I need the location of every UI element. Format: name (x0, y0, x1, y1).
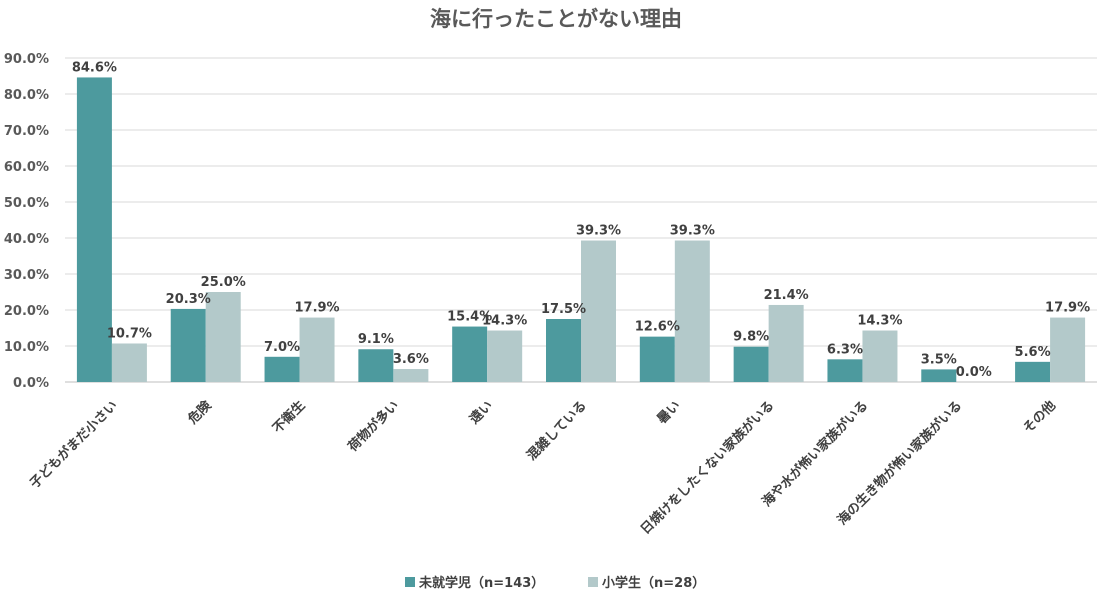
chart-title: 海に行ったことがない理由 (430, 7, 682, 31)
bar-elementary (768, 304, 804, 382)
data-label: 25.0% (201, 275, 246, 290)
bar-preschool (76, 77, 112, 382)
data-label: 10.7% (107, 326, 152, 341)
bar-preschool (546, 319, 581, 382)
data-label: 9.8% (733, 330, 769, 345)
data-label: 5.6% (1015, 345, 1051, 360)
bar-elementary (487, 330, 523, 382)
bar-preschool (733, 346, 769, 382)
data-label: 39.3% (670, 224, 715, 239)
legend: 未就学児（n=143） 小学生（n=28） (405, 575, 705, 591)
data-label: 6.3% (827, 342, 863, 357)
y-tick-label: 50.0% (4, 196, 49, 211)
x-category-label: その他 (1020, 398, 1059, 437)
data-label: 84.6% (72, 60, 117, 75)
bar-elementary (674, 240, 710, 382)
data-label: 17.9% (1045, 301, 1090, 316)
data-label: 9.1% (358, 332, 394, 347)
data-label: 14.3% (482, 314, 527, 329)
bar-preschool (264, 356, 300, 382)
y-tick-label: 40.0% (4, 232, 49, 247)
bar-preschool (921, 369, 957, 382)
bar-preschool (827, 359, 863, 382)
legend-label: 未就学児（n=143） (418, 575, 544, 591)
bar-elementary (393, 369, 429, 382)
y-tick-label: 70.0% (4, 124, 49, 139)
y-tick-label: 10.0% (4, 340, 49, 355)
x-category-label: 暑い (654, 398, 684, 428)
bar-elementary (581, 240, 616, 382)
legend-swatch (405, 577, 415, 587)
data-label: 17.5% (541, 302, 586, 317)
bar-elementary (299, 317, 335, 382)
data-label: 0.0% (956, 365, 992, 380)
legend-swatch (588, 577, 598, 587)
data-label: 7.0% (264, 340, 300, 355)
data-label: 12.6% (635, 320, 680, 335)
data-label: 39.3% (576, 224, 621, 239)
bar-preschool (452, 326, 488, 382)
y-axis-ticks: 0.0% 10.0% 20.0% 30.0% 40.0% 50.0% 60.0% 70.0% 8… (4, 52, 49, 391)
data-label: 17.9% (294, 301, 339, 316)
bar-elementary (111, 343, 147, 382)
data-label: 21.4% (764, 288, 809, 303)
data-label: 15.4% (447, 310, 492, 325)
x-category-label: 子どもがまだ小さい (27, 398, 121, 492)
data-label: 3.6% (393, 352, 429, 367)
data-labels: 84.6% 10.7% 20.3% 25.0% 7.0% 17.9% 9.1% 3.6% 15.… (72, 60, 1090, 380)
y-tick-label: 0.0% (13, 376, 49, 391)
bar-preschool (358, 349, 394, 382)
y-tick-label: 90.0% (4, 52, 49, 67)
bar-preschool (170, 308, 206, 382)
bar-preschool (1015, 361, 1051, 382)
x-category-label: 不衛生 (269, 398, 308, 437)
data-label: 3.5% (921, 352, 957, 367)
y-tick-label: 20.0% (4, 304, 49, 319)
x-axis-categories: 子どもがまだ小さい 危険 不衛生 荷物が多い 遠い 混雑している 暑い日焼けをしたくない家族… (27, 397, 1059, 538)
y-tick-label: 30.0% (4, 268, 49, 283)
x-category-label: 海や水が怖い家族がいる (759, 398, 871, 510)
legend-label: 小学生（n=28） (602, 575, 705, 591)
bars (76, 77, 1086, 382)
bar-elementary (205, 292, 241, 382)
data-label: 14.3% (857, 314, 902, 329)
x-category-label: 混雑している (524, 398, 590, 464)
x-category-label: 危険 (185, 397, 215, 427)
bar-elementary (1050, 317, 1086, 382)
y-tick-label: 80.0% (4, 88, 49, 103)
y-tick-label: 60.0% (4, 160, 49, 175)
x-category-label: 荷物が多い (344, 398, 402, 456)
data-label: 20.3% (166, 292, 211, 307)
bar-preschool (639, 336, 675, 382)
bar-elementary (862, 330, 898, 382)
x-category-label: 遠い (466, 398, 496, 428)
